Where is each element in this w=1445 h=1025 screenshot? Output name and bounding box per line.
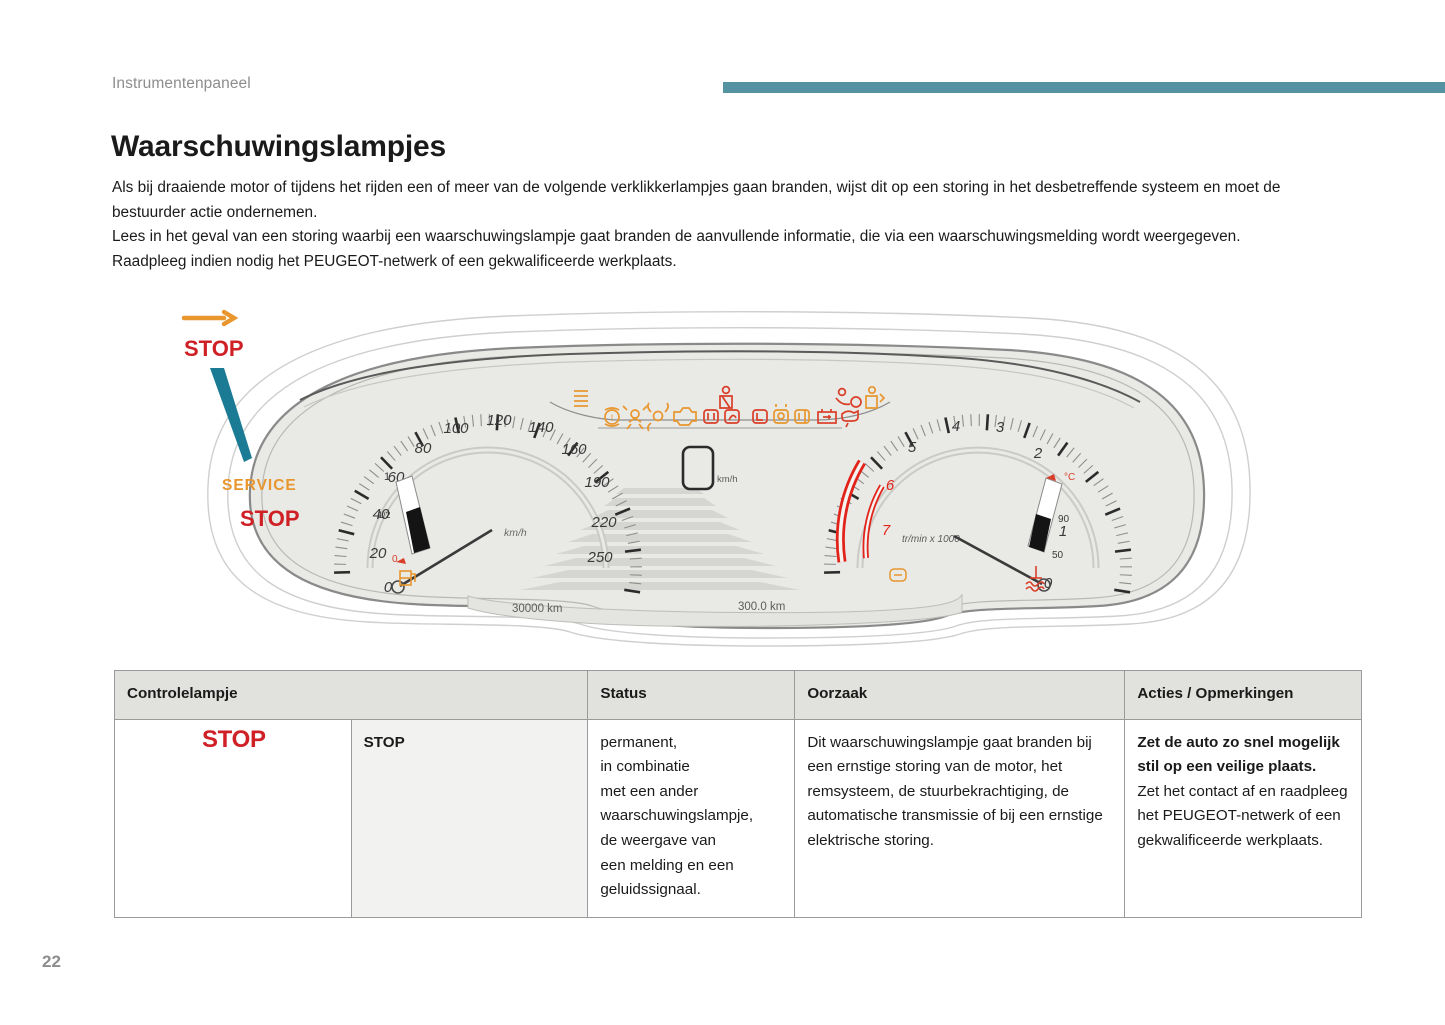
svg-text:50: 50 xyxy=(1052,550,1064,561)
callout-stop-top: STOP xyxy=(184,336,244,361)
speedo-tick-100: 100 xyxy=(443,420,469,437)
speedo-tick-0: 0 xyxy=(384,579,393,596)
adblue-icon xyxy=(773,404,789,424)
warning-lights-table: Controlelampje Status Oorzaak Acties / O… xyxy=(113,670,1362,918)
speedo-tick-160: 160 xyxy=(561,441,587,458)
telltale-icons-top xyxy=(574,385,886,409)
speedo-tick-140: 140 xyxy=(528,419,554,436)
speedo-tick-80: 80 xyxy=(415,440,432,457)
column-header-acties: Acties / Opmerkingen xyxy=(1124,670,1362,720)
fuel-pump-icon xyxy=(399,570,416,586)
table-header-row: Controlelampje Status Oorzaak Acties / O… xyxy=(113,670,1362,720)
running-head: Instrumentenpaneel xyxy=(112,75,251,92)
intro-text: Als bij draaiende motor of tijdens het r… xyxy=(112,176,1357,274)
warning-name-cell: STOP xyxy=(350,718,589,918)
parking-brake-icon xyxy=(889,568,907,582)
tacho-tick-6: 6 xyxy=(886,477,895,494)
trip-meter-value: 300.0 km xyxy=(738,601,785,613)
speedo-unit-label: km/h xyxy=(504,527,527,539)
tacho-tick-1: 1 xyxy=(1059,523,1067,540)
seatbelt-icon xyxy=(719,385,733,409)
intro-paragraph-3: Raadpleeg indien nodig het PEUGEOT-netwe… xyxy=(112,252,677,270)
tacho-tick-3: 3 xyxy=(996,419,1005,436)
page-number: 22 xyxy=(42,952,61,971)
action-text: Zet het contact af en raadpleeg het PEUG… xyxy=(1137,782,1348,849)
particle-filter-icon xyxy=(724,409,740,424)
svg-text:0: 0 xyxy=(392,554,398,565)
action-bold-text: Zet de auto zo snel mogelijk stil op een… xyxy=(1137,733,1340,776)
digital-speed-unit: km/h xyxy=(717,474,738,485)
temp-gauge: °C 90 50 xyxy=(1025,472,1075,592)
callout-pointer xyxy=(210,368,252,462)
speedo-tick-120: 120 xyxy=(486,412,512,429)
column-header-oorzaak: Oorzaak xyxy=(794,670,1126,720)
speedo-tick-190: 190 xyxy=(584,474,610,491)
svg-text:!: ! xyxy=(611,413,614,423)
stop-warning-icon: STOP xyxy=(201,725,266,753)
speedometer: 0 20 40 60 80 100 120 140 160 190 220 25… xyxy=(334,412,1132,596)
coolant-temp-icon xyxy=(1025,566,1045,592)
page-title: Waarschuwingslampjes xyxy=(111,130,446,163)
warning-action-cell: Zet de auto zo snel mogelijk stil op een… xyxy=(1124,718,1362,918)
tacho-tick-5: 5 xyxy=(908,439,917,456)
abs-icon xyxy=(622,405,648,430)
callout-group: STOP SERVICE STOP xyxy=(181,309,300,531)
digital-speed-display: km/h xyxy=(681,445,738,491)
warning-icon-cell: STOP xyxy=(114,718,352,918)
tacho-tick-2: 2 xyxy=(1033,445,1043,462)
svg-text:1: 1 xyxy=(384,471,390,483)
gearbox-icon xyxy=(752,409,768,424)
odometer-value: 30000 km xyxy=(512,603,563,615)
esp-icon xyxy=(647,402,669,432)
engine-check-icon xyxy=(673,407,697,426)
tacho-unit-label: tr/min x 1000 xyxy=(902,534,960,545)
speedo-tick-40: 40 xyxy=(373,506,390,523)
table-row: STOP STOP permanent, in combinatie met e… xyxy=(114,718,1362,918)
fuel-gauge: 1 1/2 0 xyxy=(378,471,431,586)
tacho-tick-7: 7 xyxy=(882,522,891,539)
warning-cause-cell: Dit waarschuwingslampje gaat branden bij… xyxy=(794,718,1126,918)
tyre-pressure-icon xyxy=(703,409,719,424)
airbag-icon xyxy=(835,387,862,408)
callout-service: SERVICE xyxy=(222,477,297,494)
speedo-tick-250: 250 xyxy=(586,549,613,566)
tacho-tick-0: 0 xyxy=(1044,575,1053,592)
wrench-icon xyxy=(181,309,239,327)
passenger-airbag-icon xyxy=(865,385,886,409)
tachometer: 6 7 5 4 3 2 1 0 tr/min x 1000 xyxy=(835,418,1100,592)
svg-text:°C: °C xyxy=(1064,472,1075,483)
battery-icon xyxy=(817,409,837,424)
callout-stop-bottom: STOP xyxy=(240,506,300,531)
telltale-icons-row: ! xyxy=(604,402,859,432)
instrument-cluster-illustration: 30000 km 300.0 km 0 20 40 60 80 100 120 … xyxy=(100,290,1360,650)
tacho-tick-4: 4 xyxy=(952,418,960,435)
svg-text:1/2: 1/2 xyxy=(378,510,391,520)
speedo-tick-20: 20 xyxy=(369,545,387,562)
intro-paragraph-2: Lees in het geval van een storing waarbi… xyxy=(112,228,1241,246)
oil-pressure-icon xyxy=(841,409,859,428)
svg-text:90: 90 xyxy=(1058,514,1070,525)
warning-status-cell: permanent, in combinatie met een ander w… xyxy=(587,718,796,918)
column-header-controlelampje: Controlelampje xyxy=(113,670,589,720)
rear-defrost-icon xyxy=(574,390,588,407)
header-accent-bar xyxy=(723,82,1445,93)
door-open-icon xyxy=(794,409,810,424)
intro-paragraph-1: Als bij draaiende motor of tijdens het r… xyxy=(112,179,1281,221)
column-header-status: Status xyxy=(587,670,796,720)
brake-warning-icon: ! xyxy=(604,407,620,427)
speedo-tick-220: 220 xyxy=(590,514,617,531)
